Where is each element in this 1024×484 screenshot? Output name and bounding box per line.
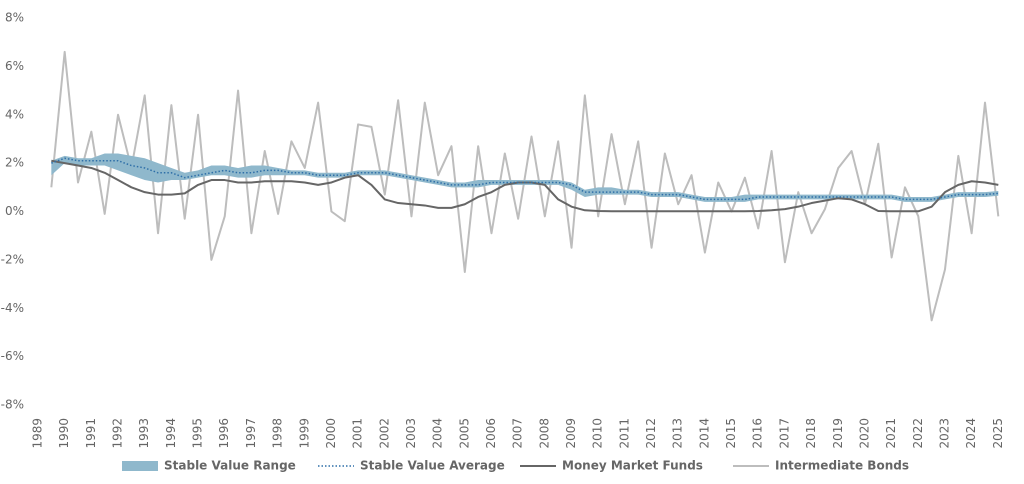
y-tick-label: 0% <box>5 204 24 218</box>
x-tick-label: 2001 <box>351 418 365 449</box>
x-tick-label: 1999 <box>297 418 311 449</box>
x-tick-label: 1993 <box>137 418 151 449</box>
x-tick-label: 2003 <box>404 418 418 449</box>
x-tick-label: 2002 <box>377 418 391 449</box>
x-tick-label: 1992 <box>111 418 125 449</box>
x-tick-label: 1998 <box>271 418 285 449</box>
x-tick-label: 1989 <box>31 418 45 449</box>
x-tick-label: 2005 <box>457 418 471 449</box>
x-tick-label: 1995 <box>191 418 205 449</box>
legend-label: Intermediate Bonds <box>775 459 909 473</box>
x-tick-label: 2021 <box>884 418 898 449</box>
x-tick-label: 2007 <box>511 418 525 449</box>
x-tick-label: 2006 <box>484 418 498 449</box>
x-tick-label: 2020 <box>857 418 871 449</box>
x-tick-label: 1996 <box>217 418 231 449</box>
y-tick-label: -2% <box>1 252 24 266</box>
y-tick-label: 2% <box>5 156 24 170</box>
legend-label: Money Market Funds <box>562 459 703 473</box>
x-tick-label: 1991 <box>84 418 98 449</box>
x-tick-label: 2019 <box>831 418 845 449</box>
x-tick-label: 1994 <box>164 418 178 449</box>
series-line <box>50 50 1000 322</box>
y-tick-label: -8% <box>1 398 24 412</box>
x-tick-label: 2013 <box>671 418 685 449</box>
legend-label: Stable Value Range <box>164 459 296 473</box>
y-tick-label: 6% <box>5 59 24 73</box>
x-tick-label: 2011 <box>617 418 631 449</box>
x-tick-label: 2025 <box>991 418 1005 449</box>
y-tick-label: -6% <box>1 349 24 363</box>
x-tick-label: 2009 <box>564 418 578 449</box>
x-tick-label: 2018 <box>804 418 818 449</box>
x-tick-label: 2023 <box>937 418 951 449</box>
x-tick-label: 2015 <box>724 418 738 449</box>
x-tick-label: 2017 <box>777 418 791 449</box>
x-tick-label: 2004 <box>431 418 445 449</box>
series-line <box>51 157 999 201</box>
x-tick-label: 2014 <box>697 418 711 449</box>
range-area <box>51 153 999 202</box>
x-tick-label: 2024 <box>964 418 978 449</box>
x-tick-label: 2008 <box>537 418 551 449</box>
x-tick-label: 2022 <box>911 418 925 449</box>
x-tick-label: 1997 <box>244 418 258 449</box>
legend-swatch <box>122 461 158 471</box>
y-tick-label: 8% <box>5 11 24 25</box>
x-tick-label: 2010 <box>591 418 605 449</box>
x-tick-label: 1990 <box>57 418 71 449</box>
y-tick-label: 4% <box>5 107 24 121</box>
legend-label: Stable Value Average <box>360 459 505 473</box>
x-tick-label: 2000 <box>324 418 338 449</box>
x-tick-label: 2016 <box>751 418 765 449</box>
y-tick-label: -4% <box>1 301 24 315</box>
x-tick-label: 2012 <box>644 418 658 449</box>
